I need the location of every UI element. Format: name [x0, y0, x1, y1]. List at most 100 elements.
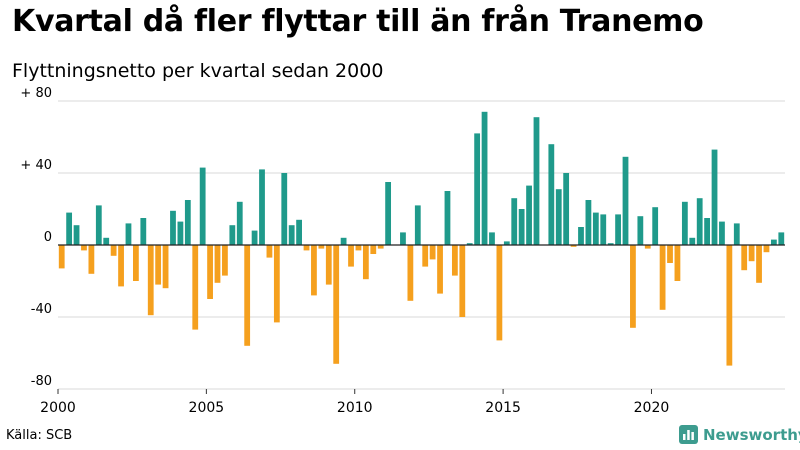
bar: [377, 245, 384, 249]
bar: [637, 216, 644, 245]
bar: [170, 210, 176, 245]
bar: [325, 245, 332, 285]
bar: [58, 245, 65, 269]
bar: [726, 245, 733, 366]
bar: [81, 245, 87, 251]
bar: [644, 245, 651, 249]
bar: [600, 214, 607, 245]
bar: [214, 245, 221, 283]
bar: [244, 245, 251, 346]
bar: [73, 225, 80, 245]
x-tick-label: 2015: [485, 400, 521, 416]
bar: [489, 232, 495, 245]
y-tick-label: -40: [31, 302, 52, 317]
x-axis: 2000 2005 2010 2015 2020: [40, 389, 669, 416]
bar: [296, 219, 302, 245]
bar: [348, 245, 354, 267]
bar: [147, 245, 154, 316]
y-tick-label: 0: [44, 230, 52, 245]
bar: [518, 209, 525, 245]
bar: [88, 245, 95, 274]
y-tick-label: -80: [31, 374, 52, 389]
bar: [496, 245, 503, 341]
bar: [555, 189, 562, 245]
bar: [711, 149, 718, 245]
bar: [273, 245, 280, 323]
y-tick-label: + 80: [20, 86, 52, 101]
bar: [103, 237, 110, 245]
bar: [451, 245, 458, 276]
bar: [110, 245, 117, 256]
bar: [229, 225, 236, 245]
bar: [251, 230, 258, 245]
bar: [184, 200, 191, 245]
bar: [407, 245, 414, 301]
bar: [355, 245, 362, 251]
bar: [533, 117, 540, 245]
bar: [444, 191, 451, 245]
bar: [311, 245, 317, 296]
bar: [288, 225, 295, 245]
bar: [155, 245, 162, 285]
bar: [578, 227, 584, 245]
bar: [607, 243, 614, 245]
bar: [756, 245, 762, 283]
bar: [259, 169, 265, 245]
bar: [704, 218, 710, 245]
source-note: Källa: SCB: [6, 428, 73, 443]
bar: [511, 198, 518, 245]
bar: [689, 237, 696, 245]
newsworthy-logo-icon: [679, 425, 698, 444]
bar: [437, 245, 443, 294]
bar: [140, 218, 147, 245]
bar: [318, 245, 325, 249]
grid-lines: [58, 100, 785, 390]
bar: [770, 239, 777, 245]
x-tick-label: 2020: [634, 400, 670, 416]
bar: [778, 232, 785, 245]
bar: [207, 245, 213, 299]
bar: [400, 232, 406, 245]
bar: [192, 245, 199, 330]
bar: [667, 245, 673, 263]
bar: [674, 245, 681, 281]
bar: [474, 133, 481, 245]
bar: [236, 201, 243, 245]
bar: [503, 241, 510, 245]
newsworthy-logo[interactable]: Newsworthy: [679, 425, 800, 444]
bar: [459, 245, 466, 317]
bar: [548, 144, 555, 245]
bar: [615, 214, 621, 245]
chart-subtitle: Flyttningsnetto per kvartal sedan 2000: [12, 60, 384, 82]
bar: [733, 223, 740, 245]
bar: [125, 223, 132, 245]
bar: [429, 245, 436, 260]
bar: [719, 221, 725, 245]
x-tick-label: 2010: [337, 400, 373, 416]
bar: [622, 156, 629, 245]
bar: [652, 207, 659, 245]
bar: [741, 245, 748, 271]
bar: [414, 205, 421, 245]
bar: [340, 237, 347, 245]
bar: [592, 212, 599, 245]
bar: [570, 245, 577, 247]
bar: [333, 245, 340, 364]
bar: [66, 212, 73, 245]
bar: [362, 245, 369, 280]
bar: [748, 245, 755, 262]
x-tick-label: 2005: [189, 400, 225, 416]
bar: [162, 245, 169, 289]
bar: [370, 245, 377, 254]
chart-title: Kvartal då fler flyttar till än från Tra…: [12, 4, 704, 39]
x-tick-label: 2000: [40, 400, 76, 416]
bar: [303, 245, 310, 251]
bar: [563, 173, 570, 245]
bars: [58, 111, 785, 366]
bar: [466, 243, 473, 245]
y-axis-ticks: + 80 + 40 0 -40 -80: [20, 86, 52, 389]
bar: [281, 173, 288, 245]
bar: [481, 111, 488, 245]
bar: [422, 245, 429, 267]
